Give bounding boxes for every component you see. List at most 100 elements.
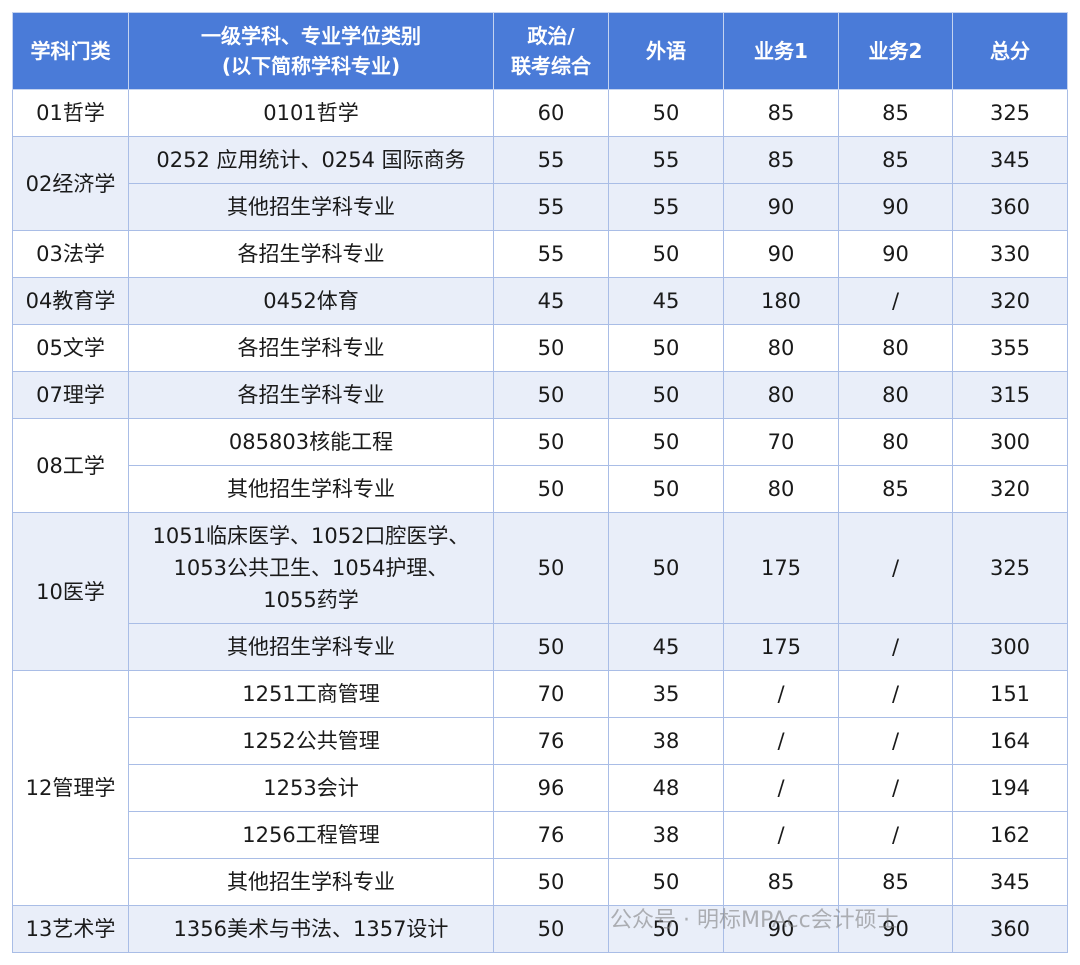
total-cell: 355 — [952, 324, 1068, 372]
politics-cell: 70 — [493, 670, 609, 718]
foreign-language-cell: 55 — [608, 183, 724, 231]
subject-1-cell: 80 — [723, 371, 839, 419]
politics-cell: 76 — [493, 717, 609, 765]
foreign-language-cell: 55 — [608, 136, 724, 184]
table-row: 01哲学 0101哲学 60 50 85 85 325 — [12, 89, 1068, 137]
total-cell: 330 — [952, 230, 1068, 278]
major-cell: 各招生学科专业 — [128, 371, 494, 419]
table-row: 13艺术学 1356美术与书法、1357设计 50 50 90 90 360 — [12, 905, 1068, 953]
major-cell: 1051临床医学、1052口腔医学、 1053公共卫生、1054护理、 1055… — [128, 512, 494, 624]
table-row: 05文学 各招生学科专业 50 50 80 80 355 — [12, 324, 1068, 372]
table-row: 02经济学 0252 应用统计、0254 国际商务 55 55 85 85 345 — [12, 136, 1068, 231]
politics-cell: 45 — [493, 277, 609, 325]
total-cell: 151 — [952, 670, 1068, 718]
subject-2-cell: 80 — [838, 371, 953, 419]
category-cell: 03法学 — [12, 230, 129, 278]
table-row: 08工学 085803核能工程 50 50 70 80 300 — [12, 418, 1068, 513]
category-cell: 07理学 — [12, 371, 129, 419]
subject-1-cell: 180 — [723, 277, 839, 325]
subject-2-cell: / — [838, 670, 953, 718]
foreign-language-cell: 35 — [608, 670, 724, 718]
subject-2-cell: / — [838, 623, 953, 671]
table-row: 03法学 各招生学科专业 55 50 90 90 330 — [12, 230, 1068, 278]
header-cell: 总分 — [952, 12, 1068, 90]
table-row: 其他招生学科专业 50 45 175/300 — [13, 623, 1068, 671]
subject-2-cell: 90 — [838, 905, 953, 953]
table-row: 10医学 1051临床医学、1052口腔医学、 1053公共卫生、1054护理、 … — [12, 512, 1068, 671]
subject-2-cell: 85 — [838, 89, 953, 137]
total-cell: 325 — [952, 512, 1068, 624]
foreign-language-cell: 50 — [608, 512, 724, 624]
table-row: 07理学 各招生学科专业 50 50 80 80 315 — [12, 371, 1068, 419]
major-cell: 0101哲学 — [128, 89, 494, 137]
category-cell: 10医学 — [12, 512, 129, 671]
subject-2-cell: 85 — [838, 136, 953, 184]
category-cell: 12管理学 — [12, 670, 129, 906]
foreign-language-cell: 38 — [608, 811, 724, 859]
foreign-language-cell: 50 — [608, 371, 724, 419]
subject-2-cell: / — [838, 277, 953, 325]
major-cell: 各招生学科专业 — [128, 324, 494, 372]
category-cell: 04教育学 — [12, 277, 129, 325]
header-cell: 一级学科、专业学位类别 (以下简称学科专业) — [128, 12, 494, 90]
total-cell: 360 — [952, 183, 1068, 231]
header-cell: 外语 — [608, 12, 724, 90]
politics-cell: 55 — [493, 230, 609, 278]
table-row: 其他招生学科专业 50 50 85 85 345 — [13, 858, 1068, 906]
category-cell: 02经济学 — [12, 136, 129, 231]
subject-1-cell: 90 — [723, 230, 839, 278]
subject-1-cell: 175 — [723, 512, 839, 624]
subject-2-cell: / — [838, 764, 953, 812]
total-cell: 325 — [952, 89, 1068, 137]
subject-1-cell: / — [723, 717, 839, 765]
major-cell: 其他招生学科专业 — [128, 183, 494, 231]
subject-1-cell: 80 — [723, 465, 839, 513]
major-cell: 0452体育 — [128, 277, 494, 325]
subject-2-cell: 90 — [838, 183, 953, 231]
major-cell: 各招生学科专业 — [128, 230, 494, 278]
total-cell: 345 — [952, 858, 1068, 906]
watermark: 公众号 · 明标MPAcc会计硕士 — [610, 908, 899, 933]
header-cell: 业务1 — [723, 12, 839, 90]
total-cell: 320 — [952, 465, 1068, 513]
total-cell: 300 — [952, 418, 1068, 466]
header-row: 学科门类 一级学科、专业学位类别 (以下简称学科专业) 政治/ 联考综合 外语 业务1 业… — [12, 12, 1068, 90]
total-cell: 320 — [952, 277, 1068, 325]
foreign-language-cell: 50 — [608, 465, 724, 513]
subject-2-cell: 85 — [838, 465, 953, 513]
table-row: 其他招生学科专业 50 50 80 85 320 — [13, 465, 1068, 513]
foreign-language-cell: 50 — [608, 418, 724, 466]
subject-1-cell: 175 — [723, 623, 839, 671]
subject-2-cell: / — [838, 512, 953, 624]
subject-2-cell: 80 — [838, 418, 953, 466]
subject-1-cell: 85 — [723, 89, 839, 137]
subject-1-cell: / — [723, 811, 839, 859]
major-cell: 0252 应用统计、0254 国际商务 — [128, 136, 494, 184]
subject-2-cell: 90 — [838, 230, 953, 278]
politics-cell: 50 — [493, 512, 609, 624]
subject-1-cell: 85 — [723, 136, 839, 184]
major-cell: 1253会计 — [128, 764, 494, 812]
foreign-language-cell: 45 — [608, 277, 724, 325]
subject-1-cell: 70 — [723, 418, 839, 466]
politics-cell: 96 — [493, 764, 609, 812]
subject-1-cell: 80 — [723, 324, 839, 372]
table-row: 1256工程管理 76 38//162 — [13, 811, 1068, 859]
table-row: 12管理学 1251工商管理 70 35//151 — [12, 670, 1068, 906]
header-cell: 政治/ 联考综合 — [493, 12, 609, 90]
politics-cell: 76 — [493, 811, 609, 859]
major-cell: 1356美术与书法、1357设计 — [128, 905, 494, 953]
table-row: 其他招生学科专业 55 55 90 90 360 — [13, 183, 1068, 231]
table-row: 1252公共管理 76 38//164 — [13, 717, 1068, 765]
foreign-language-cell: 38 — [608, 717, 724, 765]
major-cell: 其他招生学科专业 — [128, 465, 494, 513]
major-cell: 085803核能工程 — [128, 418, 494, 466]
total-cell: 360 — [952, 905, 1068, 953]
subject-1-cell: 85 — [723, 858, 839, 906]
total-cell: 300 — [952, 623, 1068, 671]
major-cell: 1251工商管理 — [128, 670, 494, 718]
subject-1-cell: 90 — [723, 183, 839, 231]
politics-cell: 50 — [493, 324, 609, 372]
politics-cell: 50 — [493, 858, 609, 906]
